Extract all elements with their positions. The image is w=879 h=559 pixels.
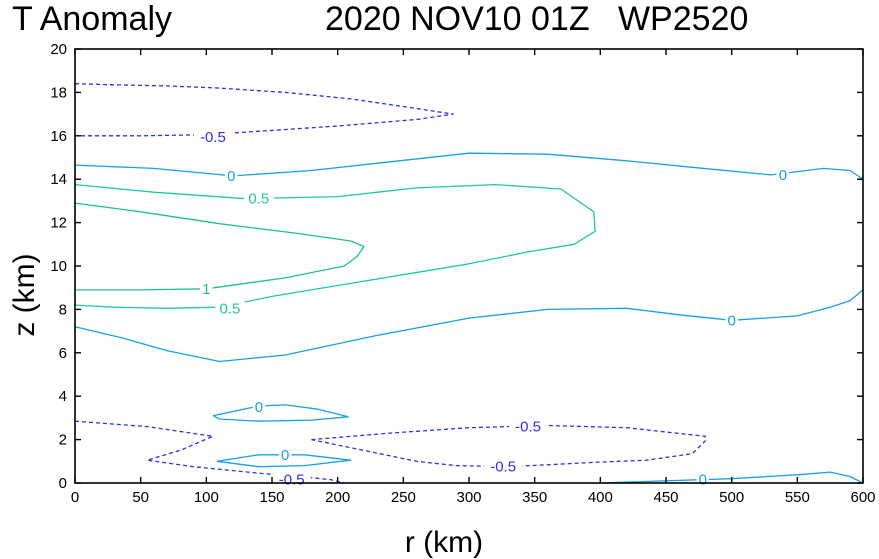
contour-label: -0.5 bbox=[490, 459, 516, 476]
chart-title-right: 2020 NOV10 01Z WP2520 bbox=[325, 0, 748, 38]
contour-label: -0.5 bbox=[279, 472, 305, 489]
x-tick-label: 600 bbox=[850, 489, 875, 506]
contour-zero-upper bbox=[74, 152, 864, 180]
y-tick-label: 2 bbox=[59, 432, 67, 449]
x-tick-label: 500 bbox=[719, 489, 744, 506]
y-tick-label: 0 bbox=[59, 475, 67, 492]
x-tick-label: 350 bbox=[522, 489, 547, 506]
contour-zero-lens-high bbox=[212, 404, 349, 422]
y-tick-label: 20 bbox=[50, 41, 67, 58]
contour-label-bg bbox=[278, 446, 292, 463]
contour-label-bg bbox=[725, 312, 738, 329]
x-tick-label: 450 bbox=[653, 489, 678, 506]
contour-zero-middle bbox=[74, 289, 864, 363]
contour-one-contour bbox=[74, 202, 365, 291]
contour-label-bg bbox=[200, 280, 213, 297]
contour-label: 0 bbox=[227, 168, 235, 185]
y-tick-label: 12 bbox=[50, 215, 67, 232]
contour-neg-bottom-right bbox=[311, 424, 707, 468]
y-tick-label: 8 bbox=[59, 301, 67, 318]
axes: 0 50 100 150 200 250 300 350 400 450 500 550 6000246… bbox=[50, 41, 875, 506]
plot-frame bbox=[74, 48, 864, 484]
y-tick-label: 14 bbox=[50, 171, 67, 188]
x-tick-label: 200 bbox=[325, 489, 350, 506]
y-tick-label: 6 bbox=[59, 345, 67, 362]
x-tick-label: 550 bbox=[785, 489, 810, 506]
contour-label: 0 bbox=[727, 312, 735, 329]
contour-lines bbox=[74, 83, 864, 484]
contour-label-bg bbox=[509, 418, 548, 435]
contour-label: -0.5 bbox=[515, 419, 541, 436]
contour-label-bg bbox=[776, 166, 790, 183]
x-tick-label: 100 bbox=[194, 489, 219, 506]
contour-label: 0 bbox=[255, 399, 263, 416]
contour-label-bg bbox=[215, 300, 245, 317]
contour-label-bg bbox=[244, 190, 274, 207]
contour-label: 0 bbox=[699, 472, 707, 489]
x-tick-label: 400 bbox=[588, 489, 613, 506]
x-tick-label: 150 bbox=[259, 489, 284, 506]
contour-label: -0.5 bbox=[200, 129, 226, 146]
y-tick-label: 18 bbox=[50, 84, 67, 101]
contour-label-bg bbox=[193, 128, 232, 145]
contour-zero-lens-low bbox=[216, 454, 352, 468]
y-tick-label: 4 bbox=[59, 388, 67, 405]
y-tick-label: 10 bbox=[50, 258, 67, 275]
contour-label: 0.5 bbox=[248, 191, 269, 208]
contour-label: 1 bbox=[202, 281, 210, 298]
contour-label: 0 bbox=[281, 447, 289, 464]
x-tick-label: 50 bbox=[132, 489, 149, 506]
y-axis-label: z (km) bbox=[8, 253, 41, 336]
contour-label: 0 bbox=[779, 167, 787, 184]
contour-neg-top bbox=[74, 83, 454, 137]
contour-label-bg bbox=[252, 399, 266, 416]
contour-labels: -0.5 0 0 0.5 1 0.5 0 0 -0.5 0 -0.5 -0.5 0 bbox=[193, 128, 790, 489]
x-tick-label: 300 bbox=[456, 489, 481, 506]
chart-title-left: T Anomaly bbox=[12, 0, 172, 38]
contour-label-bg bbox=[484, 458, 523, 475]
x-axis-label: r (km) bbox=[405, 526, 483, 559]
contour-label: 0.5 bbox=[220, 300, 241, 317]
x-tick-label: 250 bbox=[391, 489, 416, 506]
x-tick-label: 0 bbox=[71, 489, 79, 506]
contour-neg-bottom-left bbox=[74, 420, 345, 484]
contour-label-bg bbox=[225, 167, 238, 184]
y-tick-label: 16 bbox=[50, 128, 67, 145]
